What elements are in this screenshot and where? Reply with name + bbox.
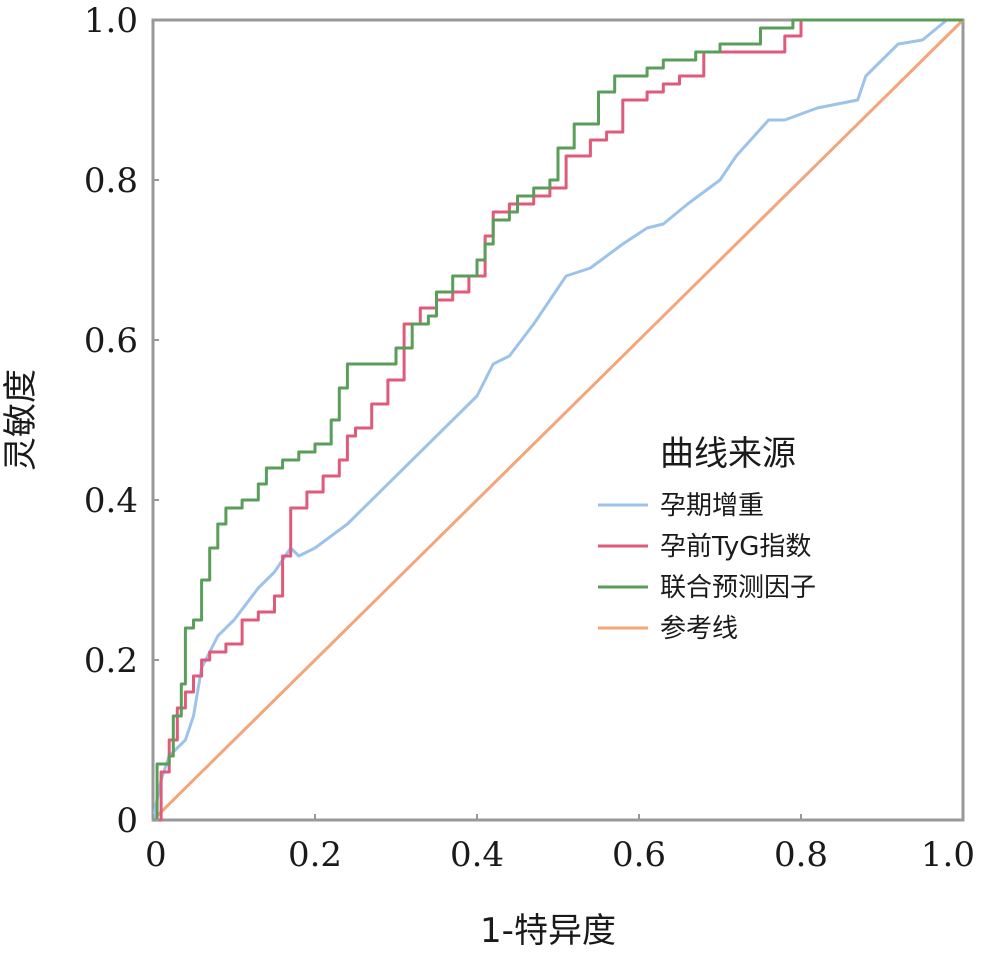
y-tick-label: 0 [116, 801, 138, 841]
x-tick-label: 0.8 [774, 835, 828, 875]
legend-label-1: 孕期增重 [660, 491, 764, 521]
ticks-layer: 0 0.2 0.4 0.6 0.8 1.0 0 0.2 0.4 0.6 0.8 1.0 [84, 1, 975, 875]
y-tick-label: 0.2 [84, 641, 138, 681]
series-line-2 [153, 18, 963, 822]
x-tick-label: 1.0 [921, 835, 975, 875]
legend-label-3: 联合预测因子 [660, 573, 816, 603]
series-line-4 [151, 18, 965, 822]
x-tick-label: 0.4 [450, 835, 504, 875]
x-axis-title: 1-特异度 [480, 911, 616, 951]
series-layer [151, 18, 965, 822]
y-tick-label: 0.4 [84, 481, 138, 521]
y-tick-label: 0.6 [84, 321, 138, 361]
x-tick-label: 0.2 [288, 835, 342, 875]
legend-label-4: 参考线 [660, 614, 738, 644]
y-tick-label: 0.8 [84, 161, 138, 201]
x-tick-label: 0 [145, 835, 167, 875]
y-tick-label: 1.0 [84, 1, 138, 41]
legend-title: 曲线来源 [660, 434, 796, 474]
y-axis-title: 灵敏度 [1, 369, 41, 471]
legend-label-2: 孕前TyG指数 [660, 532, 811, 562]
series-line-3 [153, 18, 963, 822]
x-tick-label: 0.6 [612, 835, 666, 875]
